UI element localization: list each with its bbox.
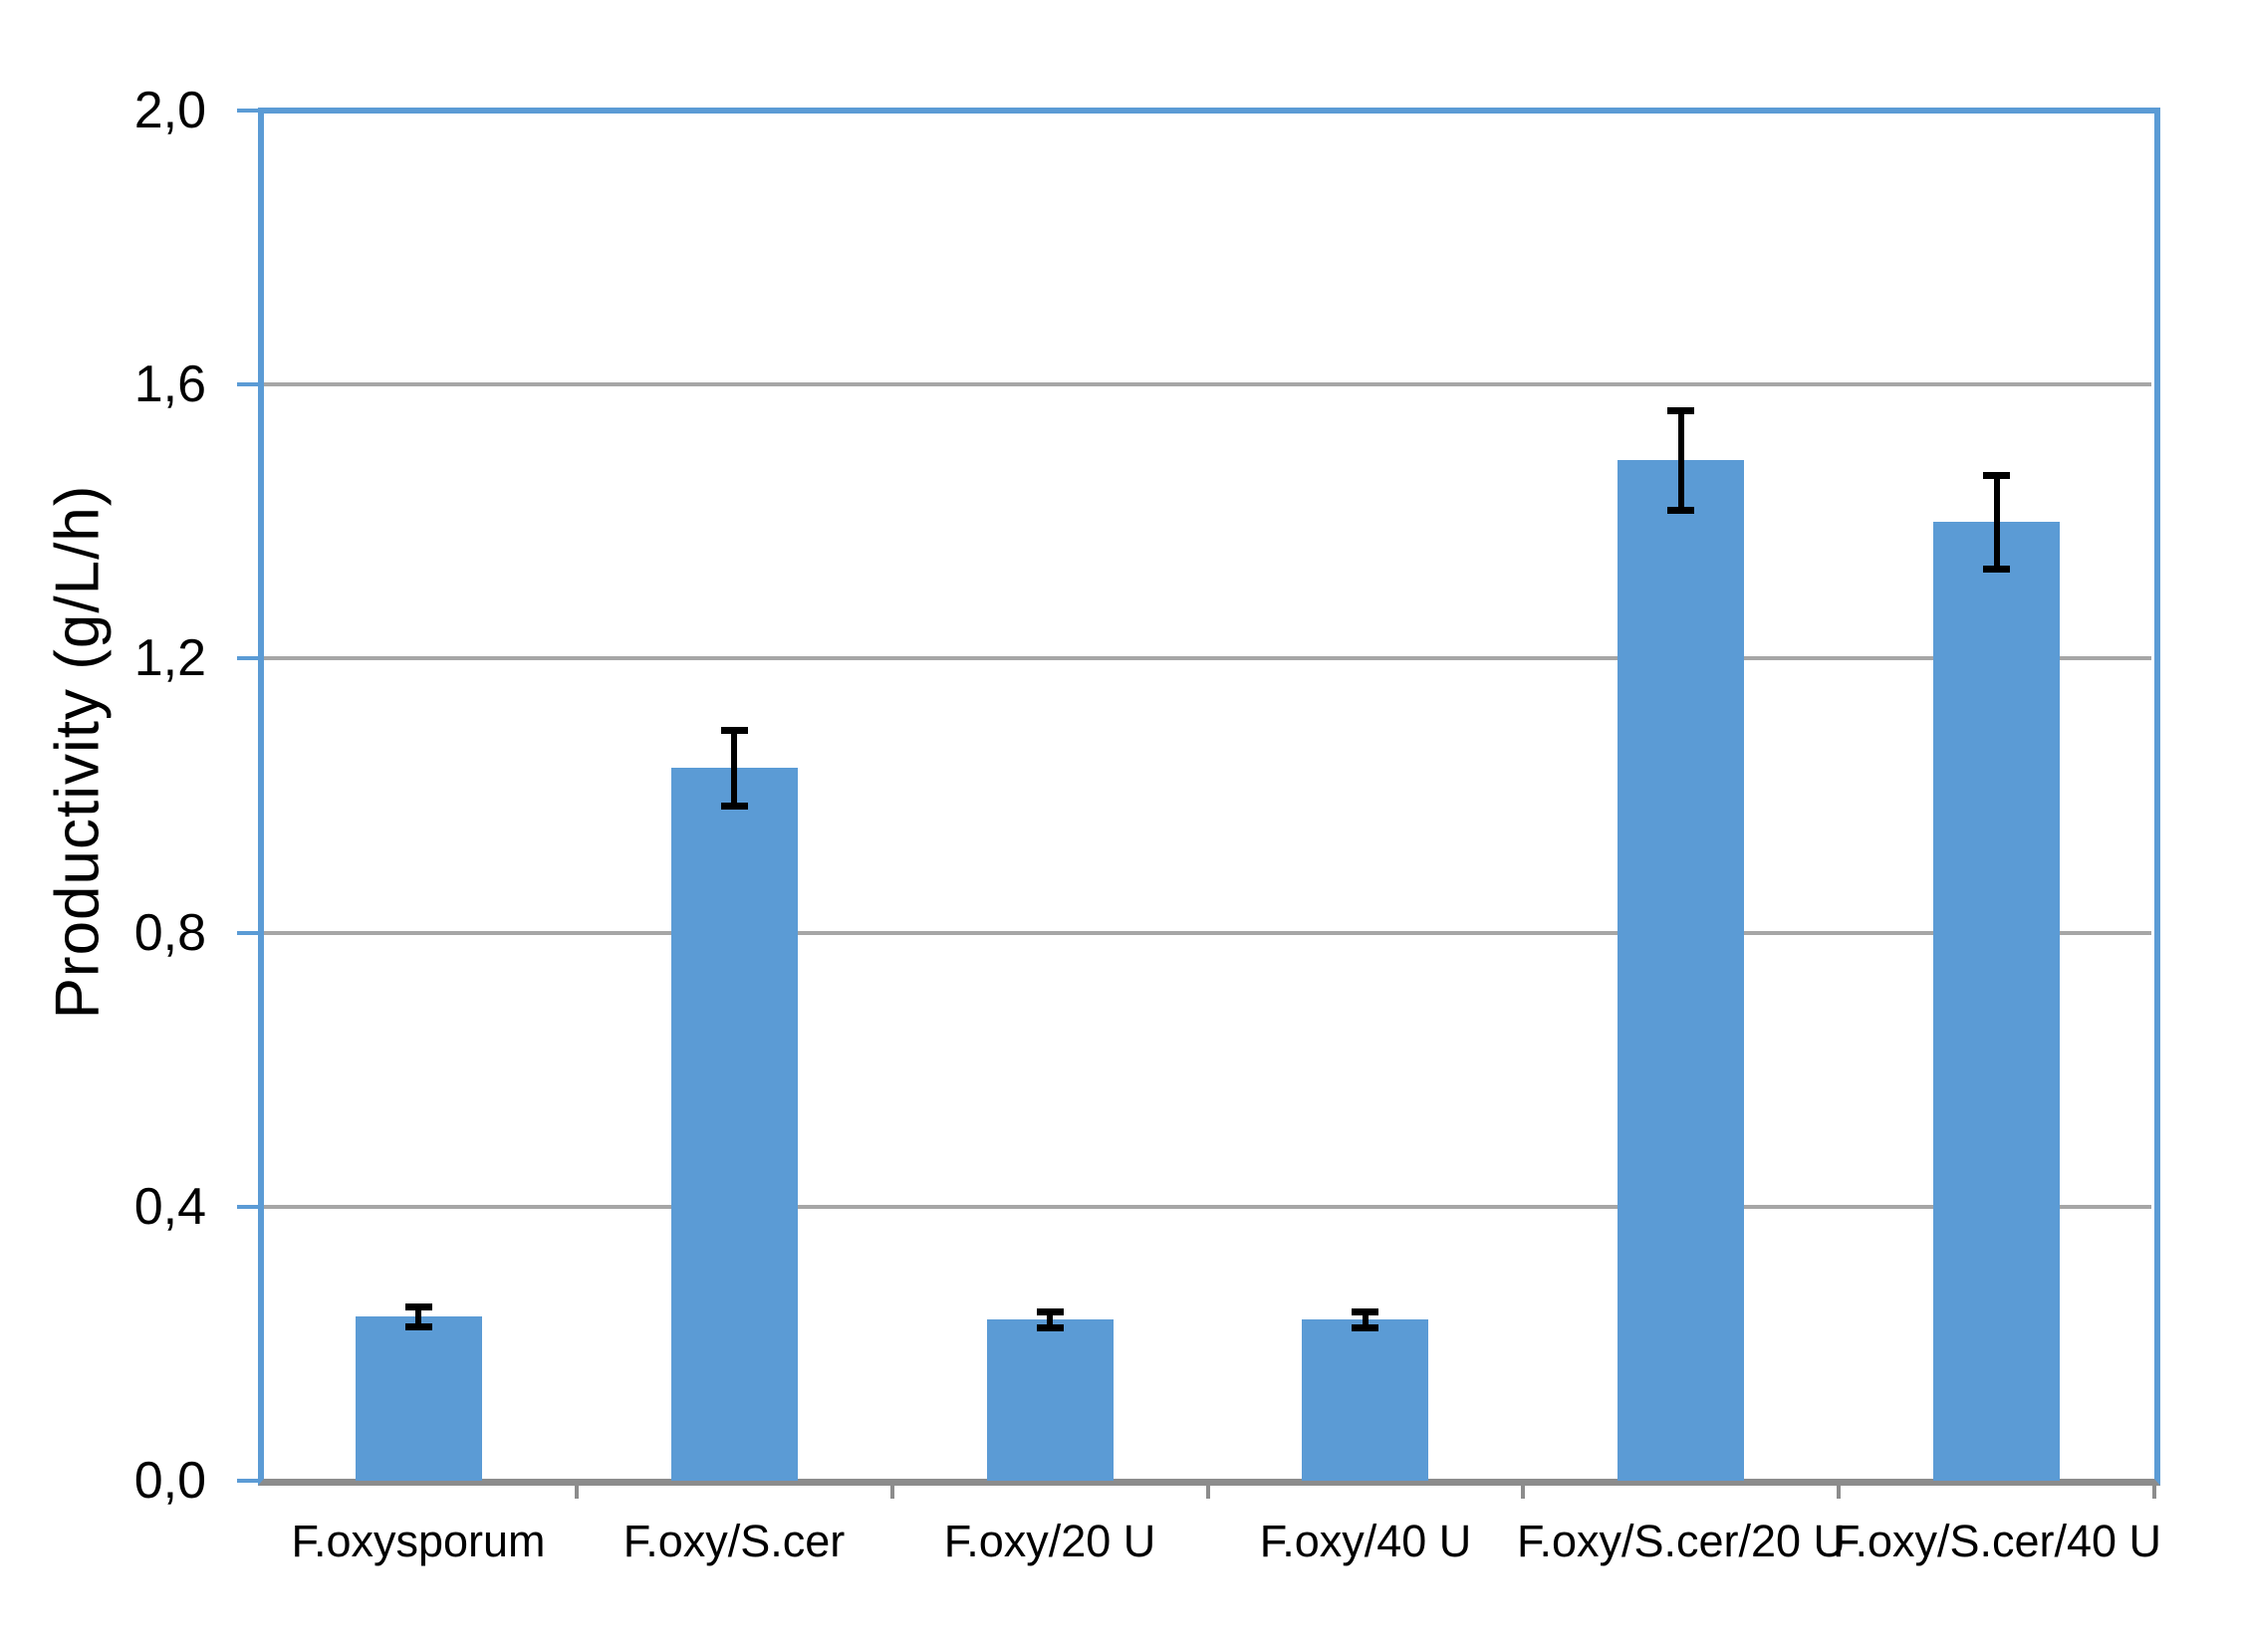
x-axis-label: F.oxy/S.cer (622, 1516, 846, 1566)
bar (356, 1316, 482, 1481)
x-axis-label: F.oxy/20 U (943, 1516, 1156, 1566)
error-bar-cap-bottom (1983, 565, 2011, 573)
y-axis-tick-label: 0,4 (133, 1177, 206, 1236)
x-axis-tick (574, 1485, 579, 1499)
error-bar (731, 730, 738, 806)
error-bar (1993, 475, 2000, 569)
error-bar-cap-bottom (1352, 1324, 1379, 1332)
x-axis-label: F.oxy/S.cer/20 U (1516, 1516, 1847, 1566)
x-axis-label: F.oxy/S.cer/40 U (1832, 1516, 2162, 1566)
error-bar-cap-bottom (720, 802, 748, 810)
y-axis-tick (237, 1204, 258, 1209)
error-bar-cap-top (1352, 1307, 1379, 1315)
gridline (264, 930, 2151, 935)
bar (987, 1319, 1114, 1481)
gridline (264, 1204, 2151, 1209)
error-bar-cap-top (720, 727, 748, 735)
y-axis-tick (237, 1479, 258, 1483)
bar (1933, 522, 2060, 1481)
x-axis-label: F.oxysporum (291, 1516, 546, 1566)
error-bar-cap-top (404, 1302, 432, 1310)
gridline (264, 656, 2151, 661)
x-axis-tick (1837, 1485, 1842, 1499)
y-axis-tick-label: 0,8 (133, 903, 206, 962)
y-axis-tick (237, 382, 258, 387)
y-axis-tick-label: 1,6 (133, 355, 206, 414)
bar (1618, 460, 1744, 1481)
error-bar (1362, 1310, 1369, 1328)
error-bar-cap-top (1036, 1307, 1064, 1315)
bar (671, 768, 798, 1481)
gridline (264, 382, 2151, 387)
error-bar-cap-top (1667, 406, 1695, 414)
x-axis-tick (1205, 1485, 1210, 1499)
y-axis-tick-label: 0,0 (133, 1452, 206, 1510)
x-axis-tick (889, 1485, 894, 1499)
error-bar (1677, 409, 1684, 511)
error-bar (1047, 1310, 1054, 1328)
error-bar (415, 1305, 422, 1327)
y-axis-tick-label: 1,2 (133, 629, 206, 688)
x-axis-tick (1521, 1485, 1526, 1499)
plot-area (258, 108, 2160, 1486)
y-axis-tick (237, 656, 258, 661)
x-axis-label: F.oxy/40 U (1259, 1516, 1472, 1566)
error-bar-cap-bottom (404, 1323, 432, 1331)
error-bar-cap-top (1983, 472, 2011, 480)
error-bar-cap-bottom (1667, 507, 1695, 515)
bar (1302, 1319, 1428, 1481)
x-axis-tick (2152, 1485, 2156, 1499)
y-axis-tick (237, 930, 258, 935)
y-axis-tick (237, 109, 258, 113)
error-bar-cap-bottom (1036, 1324, 1064, 1332)
y-axis-tick-label: 2,0 (133, 82, 206, 139)
